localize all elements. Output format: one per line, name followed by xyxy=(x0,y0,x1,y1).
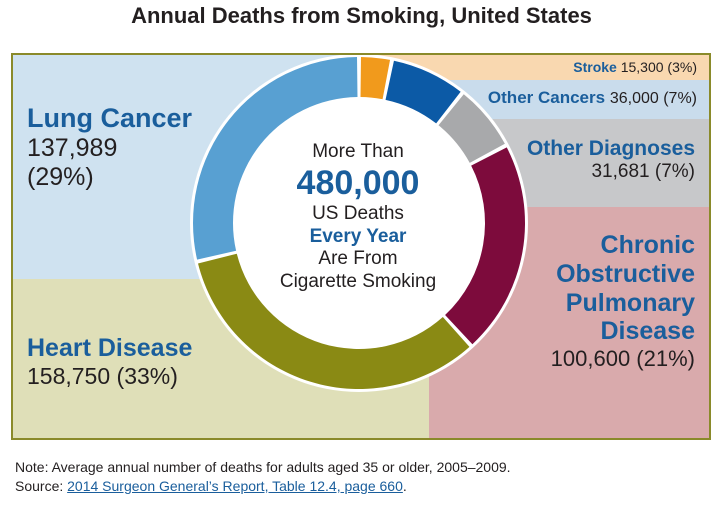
center-line-5: Are From xyxy=(318,248,398,270)
copd-name-line2: Obstructive xyxy=(556,259,695,288)
lung-cancer-value: 137,989 xyxy=(27,134,118,163)
footnote: Note: Average annual number of deaths fo… xyxy=(15,458,511,496)
label-other-cancers: Other Cancers 36,000 (7%) xyxy=(488,88,697,108)
label-stroke: Stroke 15,300 (3%) xyxy=(573,59,697,75)
label-other-diagnoses: Other Diagnoses 31,681 (7%) xyxy=(527,137,695,183)
center-line-1: More Than xyxy=(312,141,404,162)
copd-name-line4: Disease xyxy=(600,317,695,346)
source-line: Source: 2014 Surgeon General’s Report, T… xyxy=(15,477,511,496)
heart-disease-name: Heart Disease xyxy=(27,334,193,362)
label-copd: Chronic Obstructive Pulmonary Disease 10… xyxy=(551,231,695,371)
other-diagnoses-value: 31,681 (7%) xyxy=(591,161,695,183)
stroke-value: 15,300 (3%) xyxy=(620,59,697,75)
lung-cancer-percent: (29%) xyxy=(27,162,94,191)
donut-slice-copd xyxy=(445,147,525,345)
other-diagnoses-name: Other Diagnoses xyxy=(526,137,695,160)
donut-slice-other-cancers xyxy=(385,60,461,124)
label-lung-cancer: Lung Cancer 137,989 (29%) xyxy=(27,103,192,192)
copd-value: 100,600 (21%) xyxy=(550,346,695,371)
donut-slice-heart-disease xyxy=(198,253,470,389)
source-prefix: Source: xyxy=(15,477,68,494)
source-suffix: . xyxy=(402,477,407,494)
stroke-name: Stroke xyxy=(573,59,617,75)
donut-slice-other-diagnoses xyxy=(438,94,505,163)
other-cancers-name: Other Cancers xyxy=(487,88,606,107)
donut-slice-stroke xyxy=(360,57,391,100)
note-line: Note: Average annual number of deaths fo… xyxy=(15,459,511,475)
other-cancers-value: 36,000 (7%) xyxy=(609,90,697,107)
chart-title: Annual Deaths from Smoking, United State… xyxy=(131,3,592,28)
center-line-3: US Deaths xyxy=(312,202,404,224)
donut-slice-lung-cancer xyxy=(193,57,358,260)
center-line-4: Every Year xyxy=(309,225,407,247)
chart-frame: Lung Cancer 137,989 (29%) Heart Disease … xyxy=(11,53,711,440)
source-link[interactable]: 2014 Surgeon General’s Report, Table 12.… xyxy=(67,477,403,494)
donut-chart xyxy=(190,55,528,392)
label-heart-disease: Heart Disease 158,750 (33%) xyxy=(27,334,192,389)
donut-background xyxy=(190,55,528,392)
lung-cancer-name: Lung Cancer xyxy=(27,103,193,133)
donut-center-text: More Than 480,000 US Deaths Every Year A… xyxy=(233,141,483,294)
center-total: 480,000 xyxy=(296,163,420,202)
copd-name-line3: Pulmonary xyxy=(565,288,695,317)
heart-disease-value: 158,750 (33%) xyxy=(27,362,178,389)
center-line-6: Cigarette Smoking xyxy=(279,271,437,293)
copd-name-line1: Chronic xyxy=(600,231,695,259)
